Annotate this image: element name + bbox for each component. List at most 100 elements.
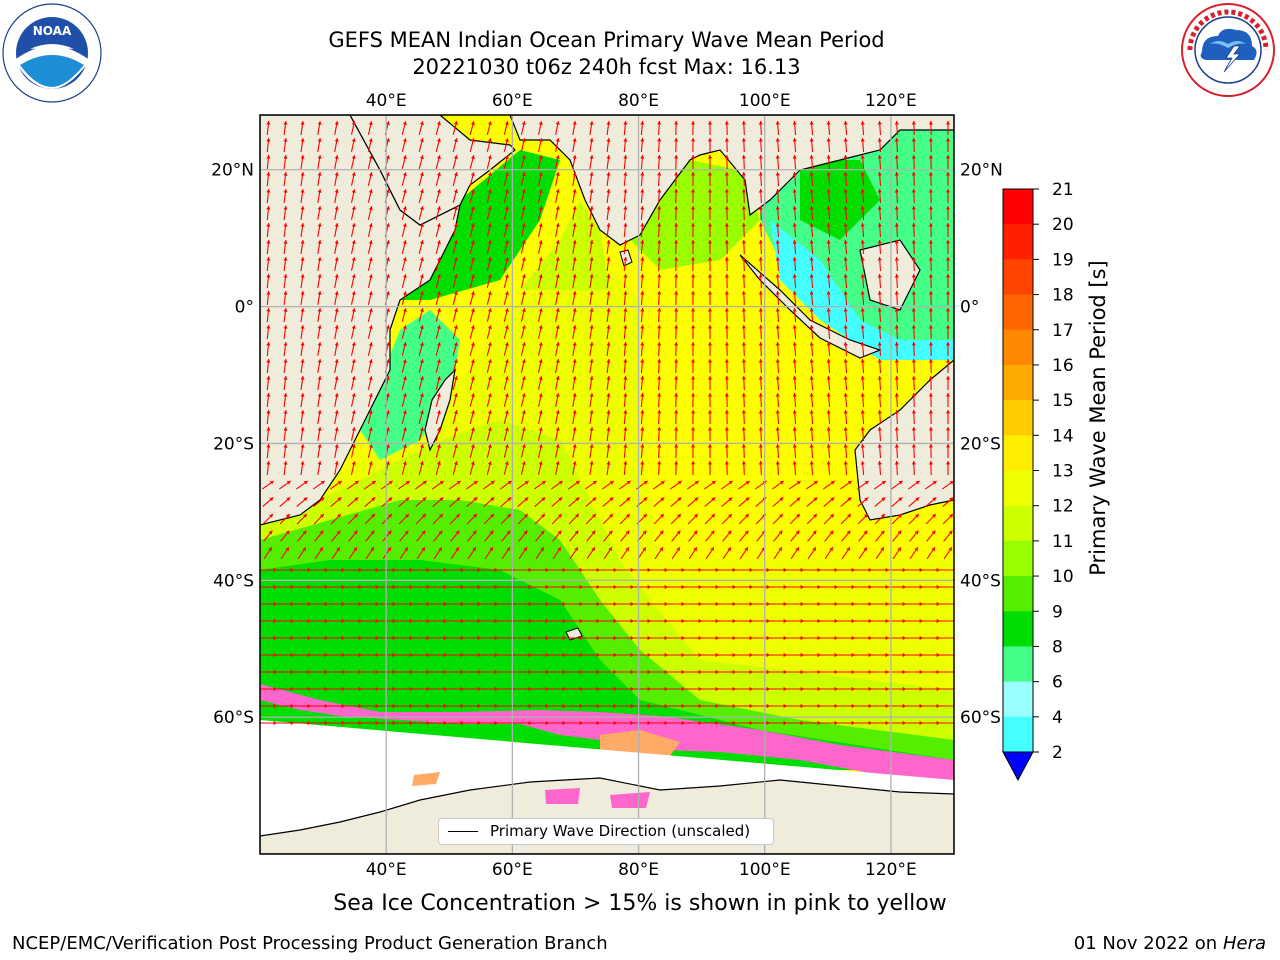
wave-direction-arrowhead [453,342,458,347]
wave-direction-arrowhead [741,444,746,448]
wave-direction-arrowhead [868,601,872,607]
wave-direction-arrowhead [715,720,719,726]
wave-direction-arrowhead [300,359,305,363]
wave-direction-arrowhead [809,308,814,312]
wave-direction-arrowhead [317,189,322,193]
wave-direction-arrows [260,120,954,726]
wave-direction-arrowhead [674,444,679,448]
wave-direction-arrowhead [572,274,577,278]
wave-direction-arrowhead [545,652,549,658]
wave-direction-arrowhead [792,342,797,346]
wave-direction-arrowhead [732,652,736,658]
wave-direction-arrowhead [681,618,685,624]
wave-direction-arrowhead [707,393,712,397]
wave-direction-arrowhead [860,376,865,380]
wave-direction-arrowhead [826,325,831,329]
wave-direction-arrowhead [470,393,475,398]
wave-direction-arrowhead [813,514,817,518]
wave-direction-arrowhead [470,274,475,279]
wave-direction-arrowhead [880,530,885,535]
wave-direction-arrowhead [775,138,780,142]
wave-direction-arrowhead [809,155,814,159]
wave-direction-arrowhead [732,669,736,675]
wave-direction-arrowhead [273,720,277,726]
gridlines [260,115,954,854]
antarctica-land [260,777,954,854]
wave-direction-arrowhead [931,530,936,535]
wave-direction-arrowhead [596,669,600,675]
wave-direction-arrowhead [877,172,882,176]
wave-direction-arrowhead [796,497,801,502]
wave-direction-arrowhead [660,514,664,518]
wave-direction-arrowhead [707,206,712,210]
wave-direction-arrowhead [928,427,933,431]
wave-direction-arrowhead [341,601,345,607]
wave-direction-arrowhead [643,514,647,518]
wave-direction-arrowhead [860,291,865,295]
wave-direction-arrowhead [766,567,770,573]
wave-direction-arrowhead [392,686,396,692]
wave-direction-arrowhead [647,720,651,726]
wave-direction-arrowhead [283,189,288,193]
wave-direction-arrowhead [894,359,899,363]
wave-direction-arrowhead [470,444,475,449]
wave-direction-arrowhead [572,461,577,465]
wave-direction-arrowhead [623,240,628,244]
wave-direction-arrowhead [847,514,851,518]
wave-direction-arrowhead [606,444,611,448]
wave-direction-arrowhead [707,274,712,278]
wave-direction-arrowhead [792,308,797,312]
wave-direction-arrowhead [795,547,799,552]
wave-direction-arrowhead [358,703,362,709]
wave-direction-arrowhead [936,686,940,692]
wave-direction-arrowhead [358,635,362,641]
wave-direction-arrowhead [470,138,475,143]
wave-direction-arrowhead [477,703,481,709]
wave-direction-arrowhead [453,240,458,245]
wave-direction-arrowhead [698,601,702,607]
wave-direction-arrowhead [707,240,712,244]
wave-direction-arrowhead [324,601,328,607]
wave-direction-arrowhead [792,240,797,244]
wave-direction-arrowhead [455,547,459,552]
wave-direction-arrowhead [443,635,447,641]
wave-direction-arrowhead [521,342,526,346]
wave-direction-arrowhead [487,206,492,211]
wave-direction-arrowhead [877,308,882,312]
wave-direction-arrowhead [375,669,379,675]
wave-direction-arrowhead [419,155,424,160]
wave-direction-arrowhead [353,547,357,552]
wave-direction-arrowhead [749,669,753,675]
wave-direction-arrowhead [914,530,919,535]
wave-direction-arrowhead [562,720,566,726]
wave-direction-arrowhead [744,530,749,535]
wave-direction-arrowhead [419,393,424,398]
wave-direction-arrowhead [487,189,492,194]
wave-direction-arrowhead [741,189,746,193]
wave-direction-arrowhead [626,497,631,502]
wave-direction-arrowhead [460,686,464,692]
wave-direction-arrowhead [745,514,749,518]
wave-direction-arrowhead [473,497,478,502]
wave-direction-arrowhead [681,601,685,607]
wave-direction-arrowhead [800,686,804,692]
period-zone-maritime [770,220,954,360]
wave-direction-arrowhead [860,359,865,363]
wave-direction-arrowhead [894,172,899,176]
wave-direction-arrowhead [928,189,933,193]
wave-direction-arrowhead [949,480,954,485]
wave-direction-arrowhead [426,584,430,590]
wave-direction-arrowhead [894,410,899,414]
wave-direction-arrowhead [402,138,407,142]
wave-direction-arrowhead [936,567,940,573]
wave-direction-arrowhead [426,686,430,692]
wave-direction-arrowhead [758,138,763,142]
wave-direction-arrowhead [317,393,322,397]
wave-direction-arrowhead [674,359,679,363]
wave-direction-arrowhead [732,686,736,692]
wave-direction-arrowhead [572,393,577,397]
wave-direction-arrowhead [490,480,495,485]
wave-direction-arrowhead [290,669,294,675]
wave-direction-arrowhead [426,703,430,709]
wave-direction-arrowhead [834,601,838,607]
